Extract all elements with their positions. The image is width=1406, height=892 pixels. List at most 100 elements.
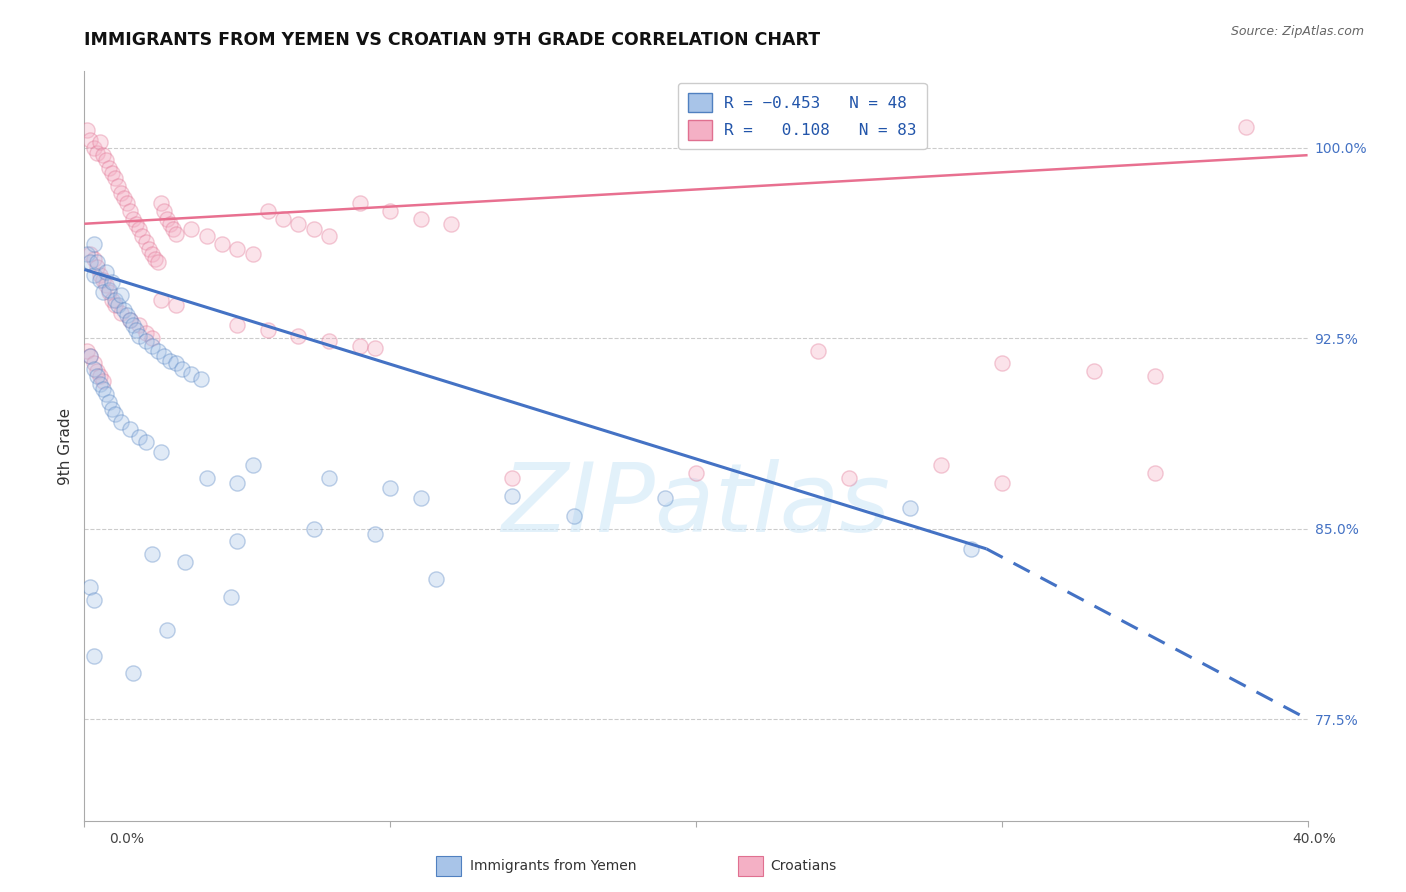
- Point: [159, 217, 181, 231]
- Point: [271, 211, 294, 226]
- Point: [257, 323, 280, 337]
- Point: [91, 382, 114, 396]
- Point: [104, 293, 127, 307]
- Text: 0.0%: 0.0%: [110, 832, 143, 846]
- Point: [425, 572, 447, 586]
- Point: [79, 580, 101, 594]
- Point: [131, 229, 153, 244]
- Point: [86, 145, 108, 160]
- Point: [1143, 369, 1166, 384]
- Point: [107, 298, 129, 312]
- Point: [110, 415, 132, 429]
- Point: [138, 242, 160, 256]
- Point: [146, 343, 169, 358]
- Point: [110, 186, 132, 201]
- Point: [101, 402, 124, 417]
- Point: [364, 526, 387, 541]
- Point: [94, 265, 117, 279]
- Point: [380, 481, 402, 495]
- Point: [104, 171, 127, 186]
- Point: [349, 339, 371, 353]
- Point: [364, 341, 387, 355]
- Point: [110, 288, 132, 302]
- Point: [153, 349, 176, 363]
- Point: [122, 318, 145, 333]
- Point: [107, 178, 129, 193]
- Point: [101, 275, 124, 289]
- Point: [112, 303, 135, 318]
- Point: [226, 318, 249, 333]
- Point: [89, 369, 111, 384]
- Point: [302, 222, 325, 236]
- Point: [91, 285, 114, 300]
- Point: [115, 308, 138, 322]
- Point: [226, 242, 249, 256]
- Text: 40.0%: 40.0%: [1292, 832, 1337, 846]
- Point: [153, 204, 176, 219]
- Point: [162, 222, 184, 236]
- Point: [159, 354, 181, 368]
- Point: [83, 356, 105, 370]
- Point: [409, 211, 432, 226]
- Text: IMMIGRANTS FROM YEMEN VS CROATIAN 9TH GRADE CORRELATION CHART: IMMIGRANTS FROM YEMEN VS CROATIAN 9TH GR…: [84, 31, 821, 49]
- Point: [104, 298, 127, 312]
- Point: [79, 133, 101, 147]
- Point: [149, 293, 172, 307]
- Point: [898, 501, 921, 516]
- Point: [115, 196, 138, 211]
- Point: [122, 211, 145, 226]
- Point: [83, 648, 105, 663]
- Text: Source: ZipAtlas.com: Source: ZipAtlas.com: [1230, 25, 1364, 38]
- Point: [960, 541, 983, 556]
- Point: [165, 298, 187, 312]
- Point: [125, 217, 148, 231]
- Legend: R = −0.453   N = 48, R =   0.108   N = 83: R = −0.453 N = 48, R = 0.108 N = 83: [678, 83, 927, 149]
- Point: [89, 376, 111, 391]
- Point: [141, 339, 163, 353]
- Point: [83, 592, 105, 607]
- Point: [112, 191, 135, 205]
- Text: ZIPatlas: ZIPatlas: [502, 459, 890, 552]
- Point: [1143, 466, 1166, 480]
- Point: [146, 255, 169, 269]
- Point: [94, 277, 117, 292]
- Point: [143, 252, 166, 267]
- Point: [91, 148, 114, 162]
- Point: [128, 318, 150, 333]
- Point: [141, 247, 163, 261]
- Point: [89, 272, 111, 286]
- Point: [502, 489, 524, 503]
- Point: [128, 430, 150, 444]
- Point: [83, 268, 105, 282]
- Point: [120, 313, 142, 327]
- Point: [120, 313, 142, 327]
- Point: [929, 458, 952, 472]
- Point: [86, 369, 108, 384]
- Point: [685, 466, 707, 480]
- Point: [79, 255, 101, 269]
- Point: [122, 666, 145, 681]
- Point: [807, 343, 830, 358]
- Point: [991, 475, 1014, 490]
- Point: [654, 491, 676, 505]
- Point: [86, 364, 108, 378]
- Point: [242, 458, 264, 472]
- Point: [318, 471, 340, 485]
- Point: [79, 349, 101, 363]
- Point: [195, 471, 218, 485]
- Point: [1083, 364, 1105, 378]
- Point: [135, 326, 157, 340]
- Point: [94, 387, 117, 401]
- Text: Immigrants from Yemen: Immigrants from Yemen: [470, 859, 636, 873]
- Point: [89, 268, 111, 282]
- Point: [86, 255, 108, 269]
- Point: [165, 227, 187, 241]
- Text: Croatians: Croatians: [770, 859, 837, 873]
- Point: [83, 237, 105, 252]
- Point: [86, 260, 108, 274]
- Point: [76, 122, 98, 136]
- Y-axis label: 9th Grade: 9th Grade: [58, 408, 73, 484]
- Point: [141, 331, 163, 345]
- Point: [125, 323, 148, 337]
- Point: [135, 235, 157, 249]
